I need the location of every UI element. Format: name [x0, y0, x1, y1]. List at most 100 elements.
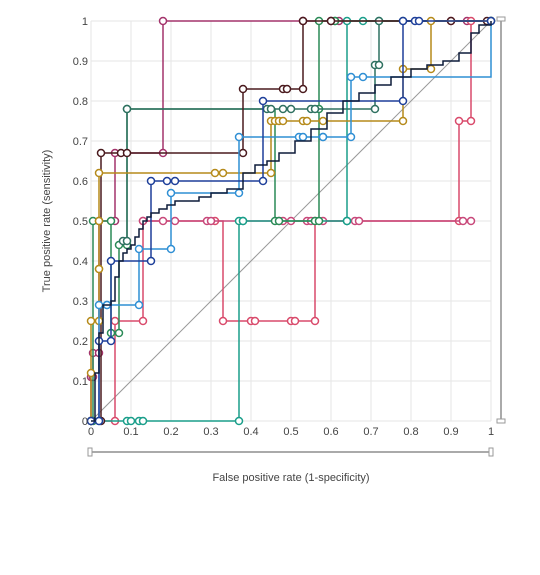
- series-5: [118, 16, 496, 246]
- series-8-point: [134, 244, 144, 254]
- y-tick-label: 0.4: [73, 256, 88, 268]
- series-5-point: [122, 236, 132, 246]
- series-7-point: [278, 116, 288, 126]
- series-10: [91, 21, 492, 422]
- series-0-point: [158, 16, 168, 26]
- series-8-point: [134, 300, 144, 310]
- y-range-slider-handle-bottom: [496, 418, 506, 424]
- series-7-point: [426, 64, 436, 74]
- x-tick-label: 0.5: [283, 426, 298, 438]
- y-tick-label: 0.1: [73, 376, 88, 388]
- series-group: [86, 16, 496, 426]
- series-3-point: [126, 416, 136, 426]
- y-tick-label: 0.6: [73, 176, 88, 188]
- series-6-point: [326, 16, 336, 26]
- x-tick-label: 0: [88, 426, 94, 438]
- series-1-point: [466, 116, 476, 126]
- series-8-point: [318, 132, 328, 142]
- x-tick-label: 0.3: [203, 426, 218, 438]
- series-9-point: [94, 416, 104, 426]
- y-tick-label: 0.2: [73, 336, 88, 348]
- series-5-line: [123, 20, 491, 242]
- series-9-point: [258, 176, 268, 186]
- series-2-point: [354, 216, 364, 226]
- series-7-point: [302, 116, 312, 126]
- series-6-point: [238, 148, 248, 158]
- series-8-point: [298, 132, 308, 142]
- series-9-point: [106, 256, 116, 266]
- series-2-point: [206, 216, 216, 226]
- series-1-point: [138, 316, 148, 326]
- series-9-point: [170, 176, 180, 186]
- x-tick-label: 0.4: [243, 426, 258, 438]
- series-5-point: [286, 104, 296, 114]
- series-3-point: [238, 216, 248, 226]
- series-5-point: [310, 104, 320, 114]
- series-8-point: [166, 244, 176, 254]
- x-range-slider-handle-left: [87, 447, 93, 457]
- series-4-point: [106, 216, 116, 226]
- series-8-point: [358, 72, 368, 82]
- x-axis-title: False positive rate (1-specificity): [212, 472, 369, 484]
- x-tick-label: 0.6: [323, 426, 338, 438]
- series-8-point: [346, 132, 356, 142]
- y-tick-label: 1: [82, 16, 88, 28]
- y-tick-label: 0.8: [73, 96, 88, 108]
- series-5-point: [374, 60, 384, 70]
- series-2-point: [466, 216, 476, 226]
- axis-range-sliders: [87, 16, 506, 457]
- x-tick-label: 0.9: [443, 426, 458, 438]
- series-2-point: [158, 216, 168, 226]
- series-9-point: [106, 336, 116, 346]
- series-1-point: [290, 316, 300, 326]
- series-6-point: [282, 84, 292, 94]
- y-tick-label: 0.9: [73, 56, 88, 68]
- series-9-point: [146, 256, 156, 266]
- series-5-point: [370, 104, 380, 114]
- y-range-slider-handle-top: [496, 16, 506, 22]
- series-7-point: [398, 116, 408, 126]
- series-9-point: [258, 96, 268, 106]
- x-range-slider-handle-right: [488, 447, 494, 457]
- series-7-point: [266, 168, 276, 178]
- series-7-point: [210, 168, 220, 178]
- series-5-point: [278, 104, 288, 114]
- series-4-point: [314, 216, 324, 226]
- series-10-line: [91, 21, 492, 422]
- series-7-point: [94, 216, 104, 226]
- x-tick-label: 0.8: [403, 426, 418, 438]
- series-7-point: [94, 264, 104, 274]
- x-tick-label: 0.2: [163, 426, 178, 438]
- x-tick-label: 0.7: [363, 426, 378, 438]
- series-4-point: [114, 328, 124, 338]
- series-1-point: [110, 316, 120, 326]
- series-4-point: [274, 216, 284, 226]
- y-tick-label: 0: [82, 416, 88, 428]
- series-9-point: [398, 96, 408, 106]
- series-2-point: [170, 216, 180, 226]
- series-8-point: [94, 300, 104, 310]
- x-tick-label: 0.1: [123, 426, 138, 438]
- series-6-point: [122, 148, 132, 158]
- y-tick-label: 0.3: [73, 296, 88, 308]
- y-tick-label: 0.5: [73, 216, 88, 228]
- series-1-point: [250, 316, 260, 326]
- series-6-point: [298, 84, 308, 94]
- series-7-point: [86, 316, 96, 326]
- series-8-point: [166, 188, 176, 198]
- series-7-point: [86, 368, 96, 378]
- series-7-point: [318, 116, 328, 126]
- series-8-point: [346, 72, 356, 82]
- series-1-point: [454, 116, 464, 126]
- series-8-point: [234, 188, 244, 198]
- x-tick-label: 1: [488, 426, 494, 438]
- series-6-point: [96, 148, 106, 158]
- series-2-point: [458, 216, 468, 226]
- series-7-point: [94, 168, 104, 178]
- series-5-point: [122, 104, 132, 114]
- series-9-point: [414, 16, 424, 26]
- series-3-point: [138, 416, 148, 426]
- series-3-point: [342, 216, 352, 226]
